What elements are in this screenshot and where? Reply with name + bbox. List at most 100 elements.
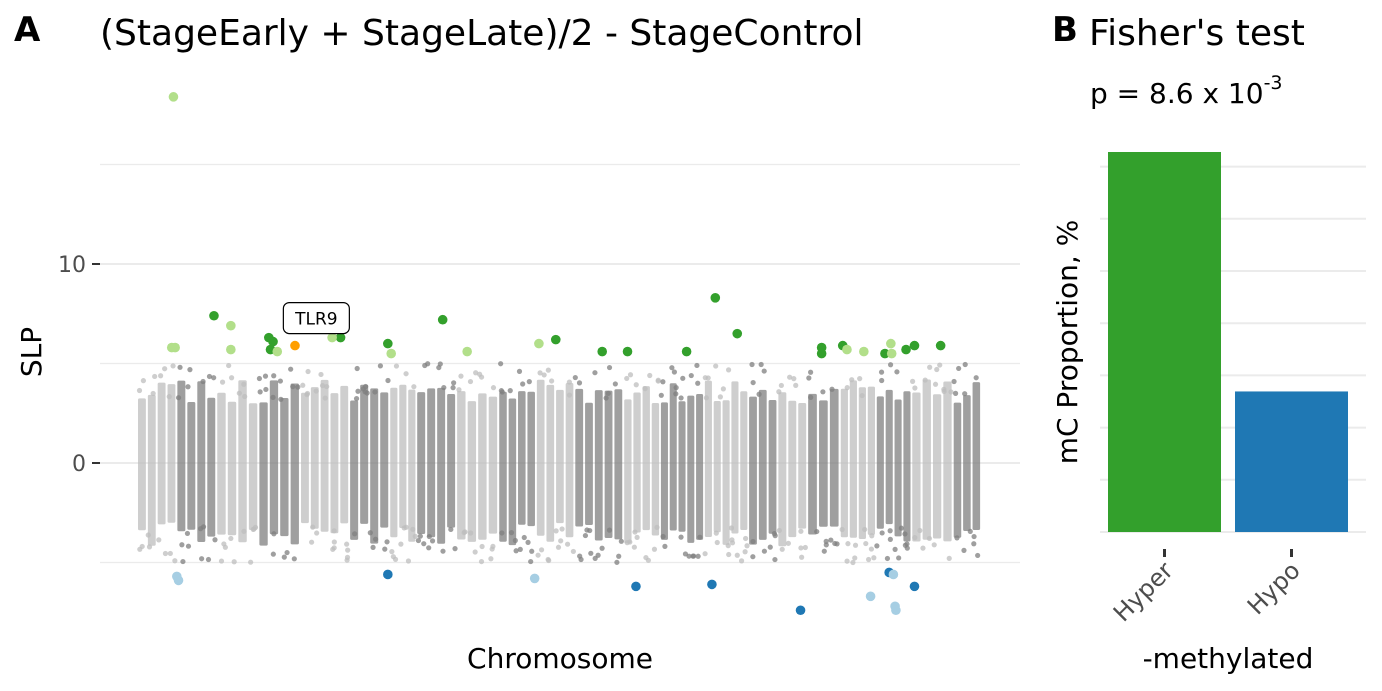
cpg-point [541,372,547,378]
significant-point [901,344,911,355]
point-cluster [722,400,730,545]
cpg-point [662,543,668,549]
cpg-point [962,391,968,397]
chromosome-band-5 [300,368,351,563]
cpg-point [200,378,206,385]
cpg-point [654,524,660,530]
cpg-point [555,544,562,550]
cpg-point [791,376,797,382]
point-cluster [768,399,777,534]
significant-point [816,348,827,359]
cpg-point [879,377,885,384]
cpg-point [839,526,845,533]
cpg-point [655,378,661,384]
significant-point [290,340,300,351]
chromosome-band-9 [456,370,498,565]
cpg-point [241,528,247,534]
point-cluster [467,401,477,542]
significant-point [226,320,236,331]
cpg-point [528,558,534,565]
point-cluster [167,384,176,523]
cpg-point [472,549,478,555]
cpg-point [647,372,653,379]
cpg-point [618,538,624,544]
point-cluster [798,403,807,529]
point-cluster [556,389,564,524]
point-cluster [604,390,613,539]
cpg-point [926,535,933,542]
cpg-point [588,550,594,556]
cpg-point [669,365,675,371]
cpg-point [761,368,767,374]
cpg-point [887,528,893,534]
highlight-series-5 [172,569,901,616]
cpg-point [951,378,957,385]
point-cluster [280,398,289,537]
significant-point [859,346,869,357]
cpg-point [691,553,697,559]
cpg-point [616,553,622,559]
tlr9-label: TLR9 [294,310,337,330]
cpg-point [384,539,390,545]
cpg-point [713,363,719,369]
cpg-point [205,556,212,563]
cpg-point [310,524,316,530]
cpg-point [545,556,551,563]
chromosome-band-17 [776,374,808,560]
cpg-point [520,381,526,387]
point-cluster [488,396,498,534]
cpg-point [605,390,611,396]
highlight-series-4 [383,567,920,616]
cpg-point [398,541,404,547]
significant-point [462,346,472,357]
significant-point [168,92,179,102]
cpg-point [172,558,178,564]
cpg-point [961,547,967,553]
point-cluster [565,382,574,538]
significant-point [935,340,946,351]
cpg-point [857,376,863,382]
cpg-point [904,545,910,551]
cpg-point [535,552,541,558]
point-cluster [687,395,695,543]
cpg-point [975,552,981,559]
cpg-point [673,391,679,397]
cpg-point [152,373,158,380]
cpg-point [392,556,399,562]
cpg-point [720,386,726,392]
significant-point [173,575,184,586]
y-tick-label: 0 [72,452,86,477]
point-cluster [922,379,931,540]
point-cluster [310,387,319,529]
point-cluster [360,384,369,524]
cpg-point [572,374,578,381]
cpg-point [967,528,973,535]
cpg-point [694,362,700,369]
cpg-point [488,556,494,562]
significant-point [842,344,852,355]
significant-point [631,581,641,592]
cpg-point [290,384,296,390]
point-cluster [696,393,704,540]
cpg-point [441,384,447,391]
significant-point [886,338,896,349]
cpg-point [448,526,454,533]
cpg-point [862,526,868,533]
cpg-point [136,387,143,394]
x-tick-label-hyper: Hyper [1108,556,1179,627]
significant-point [865,591,876,602]
cpg-point [377,363,384,369]
significant-point [909,581,920,592]
cpg-point [798,528,804,534]
significant-point [272,346,283,357]
cpg-point [829,386,835,392]
point-cluster [713,401,721,533]
chromosome-band-16 [749,361,778,563]
cpg-point [660,533,666,540]
cpg-point [896,555,902,561]
chromosome-band-2 [175,364,218,565]
cpg-point [498,361,504,367]
highlight-series-1 [209,293,946,359]
significant-point [909,340,920,351]
